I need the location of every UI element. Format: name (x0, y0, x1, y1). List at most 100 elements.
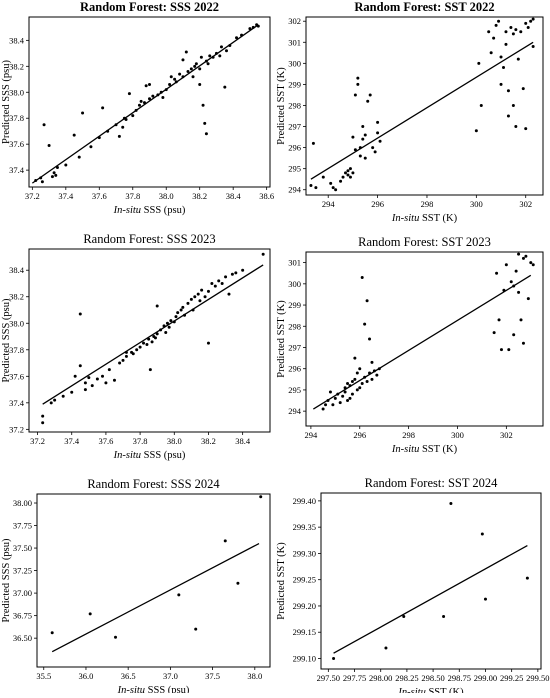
data-point (529, 19, 533, 23)
y-tick-label: 37.6 (9, 371, 24, 381)
data-point (384, 646, 388, 650)
x-tick-label: 298.25 (395, 673, 418, 683)
x-tick-label: 298.75 (448, 673, 471, 683)
data-point (361, 125, 365, 129)
data-point (480, 532, 484, 536)
y-tick-label: 38.00 (13, 498, 32, 508)
data-point (346, 382, 350, 386)
y-tick-label: 294 (288, 185, 302, 195)
data-point (492, 331, 496, 335)
data-point (145, 342, 149, 346)
panel-sss-2023: Random Forest: SSS 2023 37.2 37.4 37.6 37.8 3… (0, 231, 275, 462)
data-point (504, 42, 508, 46)
data-point (112, 378, 116, 382)
data-point (356, 76, 360, 80)
data-point (114, 635, 118, 639)
data-point (343, 386, 347, 390)
data-point (167, 325, 171, 329)
y-tick-label: 37.75 (13, 521, 32, 531)
data-point (512, 333, 516, 337)
data-point (220, 281, 224, 285)
data-point (241, 268, 245, 272)
data-point (248, 27, 252, 31)
panel-sst-2023: Random Forest: SST 2023 294 296 298 300 302 29… (275, 231, 550, 462)
data-point (350, 392, 354, 396)
data-point (514, 28, 518, 32)
data-point (223, 85, 227, 89)
data-point (39, 176, 43, 180)
y-axis-label: Predicted SST (K) (276, 300, 287, 378)
data-point (159, 328, 163, 332)
data-point (217, 279, 221, 283)
data-point (41, 421, 45, 425)
data-point (81, 111, 85, 115)
chart-sst-2023: Random Forest: SST 2023 294 296 298 300 302 29… (276, 235, 544, 455)
data-point (189, 67, 193, 71)
data-point (377, 367, 381, 371)
x-tick-label: 38.0 (167, 436, 182, 446)
data-point (83, 381, 87, 385)
plot-frame (36, 493, 271, 668)
x-tick-label: 299.00 (474, 673, 497, 683)
data-point (504, 30, 508, 34)
y-tick-label: 37.8 (9, 113, 24, 123)
data-point (240, 33, 244, 37)
x-axis-label: In-situ SSS (psu) (113, 450, 186, 461)
data-point (373, 150, 377, 154)
data-point (366, 99, 370, 103)
data-point (502, 288, 506, 292)
data-point (524, 254, 528, 258)
data-point (524, 127, 528, 131)
data-point (200, 288, 204, 292)
data-point (329, 181, 333, 185)
chart-title: Random Forest: SST 2022 (354, 0, 494, 14)
data-point (236, 581, 240, 585)
data-point (358, 146, 362, 150)
data-point (151, 94, 155, 98)
y-tick-label: 297 (288, 342, 301, 352)
data-point (214, 51, 218, 55)
data-point (219, 45, 223, 49)
data-point (370, 377, 374, 381)
data-point (346, 169, 350, 173)
data-point (509, 280, 513, 284)
data-point (203, 295, 207, 299)
plot-frame (28, 16, 271, 188)
x-axis-label-unit: SSS (psu) (141, 450, 186, 461)
data-point (148, 368, 152, 372)
data-point (356, 82, 360, 86)
data-point (521, 87, 525, 91)
data-point (178, 72, 182, 76)
data-point (363, 133, 367, 137)
data-point (326, 399, 330, 403)
data-point (251, 25, 255, 29)
data-point (368, 371, 372, 375)
y-tick-label: 299.20 (293, 601, 316, 611)
y-tick-label: 37.2 (9, 424, 24, 434)
data-point (333, 396, 337, 400)
x-tick-label: 38.2 (201, 436, 216, 446)
data-point (514, 125, 518, 129)
data-point (378, 139, 382, 143)
data-point (150, 340, 154, 344)
y-tick-label: 300 (288, 58, 301, 68)
data-point (363, 375, 367, 379)
x-tick-label: 35.5 (36, 671, 51, 681)
data-point (147, 337, 151, 341)
y-tick-label: 37.25 (13, 566, 32, 576)
x-tick-label: 296 (353, 430, 366, 440)
data-point (525, 576, 529, 580)
data-point (72, 133, 76, 137)
data-point (184, 50, 188, 54)
x-tick-label: 38.0 (159, 191, 174, 201)
data-point (256, 24, 260, 28)
data-point (90, 384, 94, 388)
data-point (174, 80, 178, 84)
y-tick-label: 38.0 (9, 318, 24, 328)
y-tick-label: 38.2 (9, 61, 24, 71)
x-tick-label: 36.5 (121, 671, 136, 681)
data-point (78, 364, 82, 368)
data-point (531, 263, 535, 267)
data-point (206, 62, 210, 66)
data-point (521, 341, 525, 345)
